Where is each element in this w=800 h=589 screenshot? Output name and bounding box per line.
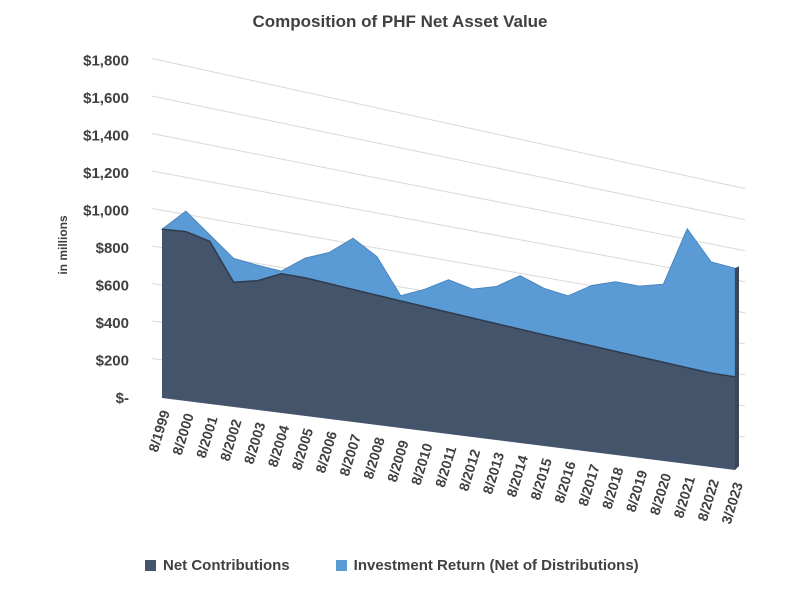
x-tick-label: 8/2000 <box>169 411 197 457</box>
x-tick-label: 8/2019 <box>623 468 651 514</box>
gridline <box>151 58 746 190</box>
x-tick-label: 8/2005 <box>288 426 316 472</box>
legend-swatch-net-contributions <box>145 560 156 571</box>
gridline <box>151 170 746 283</box>
y-tick-label: $600 <box>96 278 129 295</box>
x-tick-label: 8/2015 <box>527 456 555 502</box>
x-tick-label: 8/2021 <box>670 474 698 520</box>
y-tick-label: $1,200 <box>83 165 129 182</box>
y-tick-label: $1,600 <box>83 90 129 107</box>
x-tick-label: 8/2020 <box>646 471 674 517</box>
y-tick-label: $1,400 <box>83 128 129 145</box>
x-tick-label: 8/2016 <box>551 459 579 505</box>
y-tick-label: $400 <box>96 315 129 332</box>
y-tick-label: $200 <box>96 353 129 370</box>
x-tick-label: 8/2013 <box>479 450 507 496</box>
legend-item-investment-return: Investment Return (Net of Distributions) <box>335 557 639 574</box>
x-tick-label: 8/2011 <box>432 444 460 489</box>
legend-label-net-contributions: Net Contributions <box>163 557 290 574</box>
legend: Net Contributions Investment Return (Net… <box>145 557 639 574</box>
y-tick-label: $1,800 <box>83 53 129 70</box>
x-tick-label: 3/2023 <box>718 480 746 526</box>
x-tick-label: 8/2001 <box>193 414 221 460</box>
chart-depth-face <box>735 266 739 470</box>
x-tick-label: 8/2022 <box>694 477 722 523</box>
gridline <box>151 95 746 221</box>
y-tick-label: $- <box>116 390 129 407</box>
area-net-contributions <box>162 229 735 470</box>
gridline <box>151 133 746 252</box>
y-tick-label: $1,000 <box>83 203 129 220</box>
area-net-contributions-edge <box>161 228 736 378</box>
x-tick-label: 8/2008 <box>360 435 388 481</box>
x-tick-label: 8/2003 <box>241 420 269 466</box>
legend-swatch-investment-return <box>335 560 347 571</box>
x-tick-label: 8/2018 <box>599 465 627 511</box>
x-tick-label: 8/2009 <box>384 438 412 484</box>
y-tick-label: $800 <box>96 240 129 257</box>
x-tick-label: 8/1999 <box>145 408 173 454</box>
x-tick-label: 8/2006 <box>312 429 340 475</box>
y-tick-labels: $- $200 $400 $600 $800 $1,000 $1,200 $1,400 $1,6… <box>83 53 129 408</box>
legend-item-net-contributions: Net Contributions <box>145 557 290 574</box>
x-tick-label: 8/2014 <box>503 453 531 499</box>
series-areas <box>160 210 739 470</box>
x-tick-label: 8/2004 <box>264 423 292 469</box>
x-tick-label: 8/2010 <box>408 441 436 487</box>
chart-title: Composition of PHF Net Asset Value <box>252 12 548 31</box>
x-tick-label: 8/2002 <box>217 417 245 463</box>
legend-label-investment-return: Investment Return (Net of Distributions) <box>353 557 639 574</box>
x-tick-label: 8/2012 <box>455 447 483 493</box>
x-tick-label: 8/2017 <box>575 462 603 508</box>
x-tick-label: 8/2007 <box>336 432 364 478</box>
